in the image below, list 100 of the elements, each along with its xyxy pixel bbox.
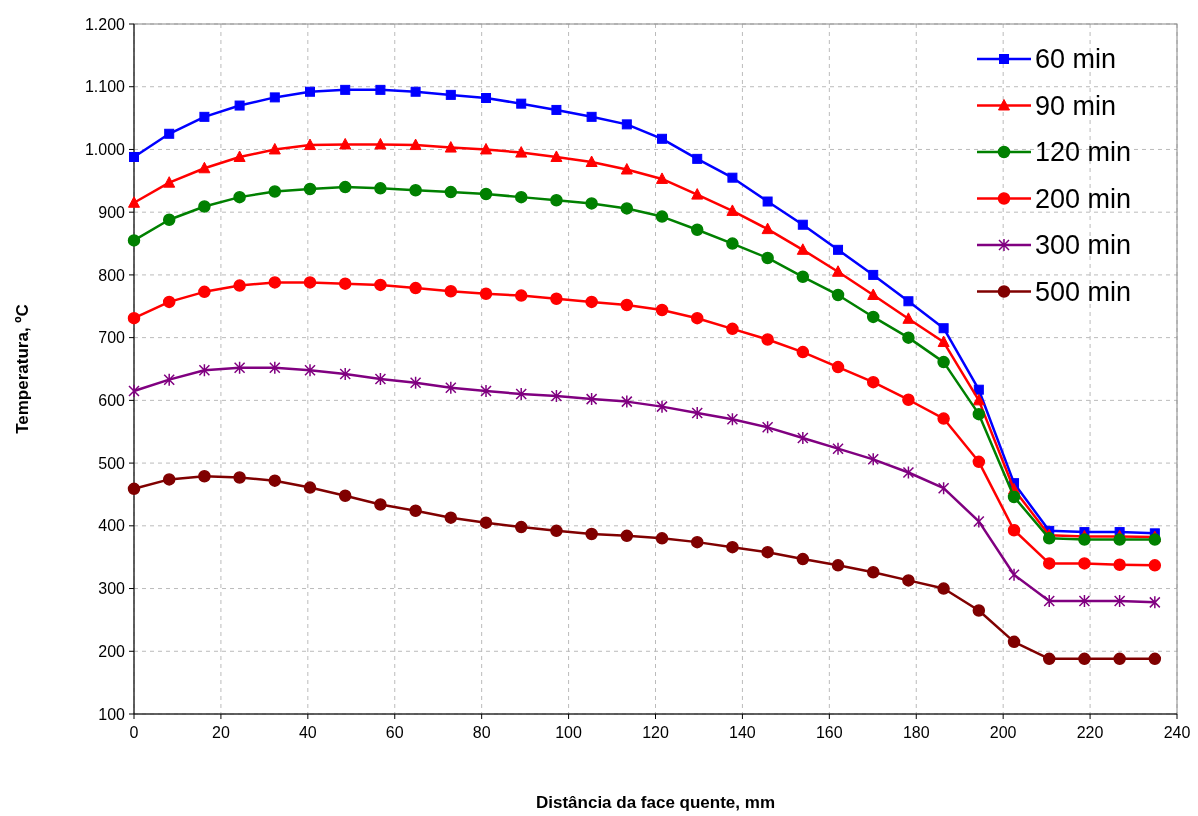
point [164, 128, 175, 139]
point [1113, 533, 1126, 546]
legend-label: 60 min [1035, 44, 1117, 75]
point [655, 532, 669, 545]
point [479, 187, 493, 201]
point [937, 582, 950, 595]
point [937, 481, 950, 495]
point [1042, 557, 1056, 570]
point [375, 84, 386, 95]
legend-label: 300 min [1035, 230, 1132, 261]
point [480, 384, 492, 398]
point [339, 367, 351, 381]
point [550, 292, 563, 305]
point [515, 387, 527, 401]
point [620, 202, 634, 215]
point [516, 98, 527, 109]
point [690, 223, 704, 236]
point [902, 312, 915, 324]
point [233, 471, 246, 484]
point [233, 190, 246, 204]
point [374, 137, 387, 150]
point [127, 311, 141, 325]
x-tick-label: 40 [298, 724, 317, 741]
x-tick-label: 140 [729, 724, 756, 741]
point [867, 452, 879, 467]
y-tick-label: 900 [98, 203, 126, 221]
y-axis-title: Temperatura, ºC [13, 304, 32, 434]
point [1149, 595, 1161, 610]
point [726, 237, 739, 250]
point [305, 86, 316, 97]
point [514, 520, 528, 534]
point [374, 372, 387, 386]
y-tick-label: 200 [98, 642, 126, 660]
point [479, 287, 493, 300]
point [409, 183, 422, 197]
point [831, 288, 845, 302]
point [1042, 532, 1056, 545]
point [972, 604, 986, 617]
point [444, 284, 458, 298]
point [691, 406, 703, 420]
point [339, 137, 352, 150]
point [620, 298, 634, 312]
point [866, 565, 880, 579]
point [656, 172, 669, 184]
point [374, 278, 387, 292]
point [973, 384, 984, 395]
point [1148, 559, 1162, 572]
point [691, 188, 704, 200]
point [479, 516, 493, 529]
point [550, 524, 563, 538]
point [1113, 594, 1126, 608]
point [129, 151, 139, 162]
y-tick-label: 600 [98, 391, 126, 409]
point [1043, 594, 1055, 608]
x-tick-label: 80 [472, 724, 491, 741]
point [163, 372, 175, 387]
point [304, 138, 317, 151]
point [867, 288, 880, 300]
point [303, 276, 317, 289]
point [198, 161, 211, 174]
point [162, 213, 176, 226]
point [1113, 652, 1126, 666]
x-tick-label: 120 [642, 724, 669, 741]
point [338, 180, 352, 194]
point [1007, 490, 1021, 504]
x-tick-label: 200 [989, 724, 1017, 741]
point [585, 527, 598, 541]
legend-label: 90 min [1035, 90, 1117, 121]
point [551, 104, 562, 115]
point [692, 153, 703, 164]
point [761, 333, 774, 346]
x-tick-label: 220 [1076, 724, 1104, 741]
x-tick-label: 0 [129, 724, 139, 741]
point [303, 182, 317, 196]
x-axis-title: Distância da face quente, mm [535, 793, 776, 812]
point [762, 196, 773, 207]
point [831, 360, 845, 374]
point [198, 470, 211, 483]
point [972, 393, 985, 406]
point [233, 150, 246, 162]
point [268, 142, 281, 155]
point [1042, 652, 1056, 666]
point [268, 185, 282, 198]
point [690, 311, 704, 325]
point [127, 482, 141, 496]
point [1008, 568, 1020, 582]
point [550, 150, 563, 162]
point [937, 355, 950, 369]
point [726, 412, 739, 426]
point [973, 514, 985, 529]
point [128, 384, 140, 398]
point [620, 529, 634, 543]
point [727, 172, 738, 183]
point [128, 196, 140, 208]
point [162, 295, 176, 309]
point [621, 119, 632, 130]
x-tick-label: 60 [385, 724, 404, 741]
point [444, 141, 457, 153]
point [127, 234, 141, 247]
point [902, 331, 915, 344]
